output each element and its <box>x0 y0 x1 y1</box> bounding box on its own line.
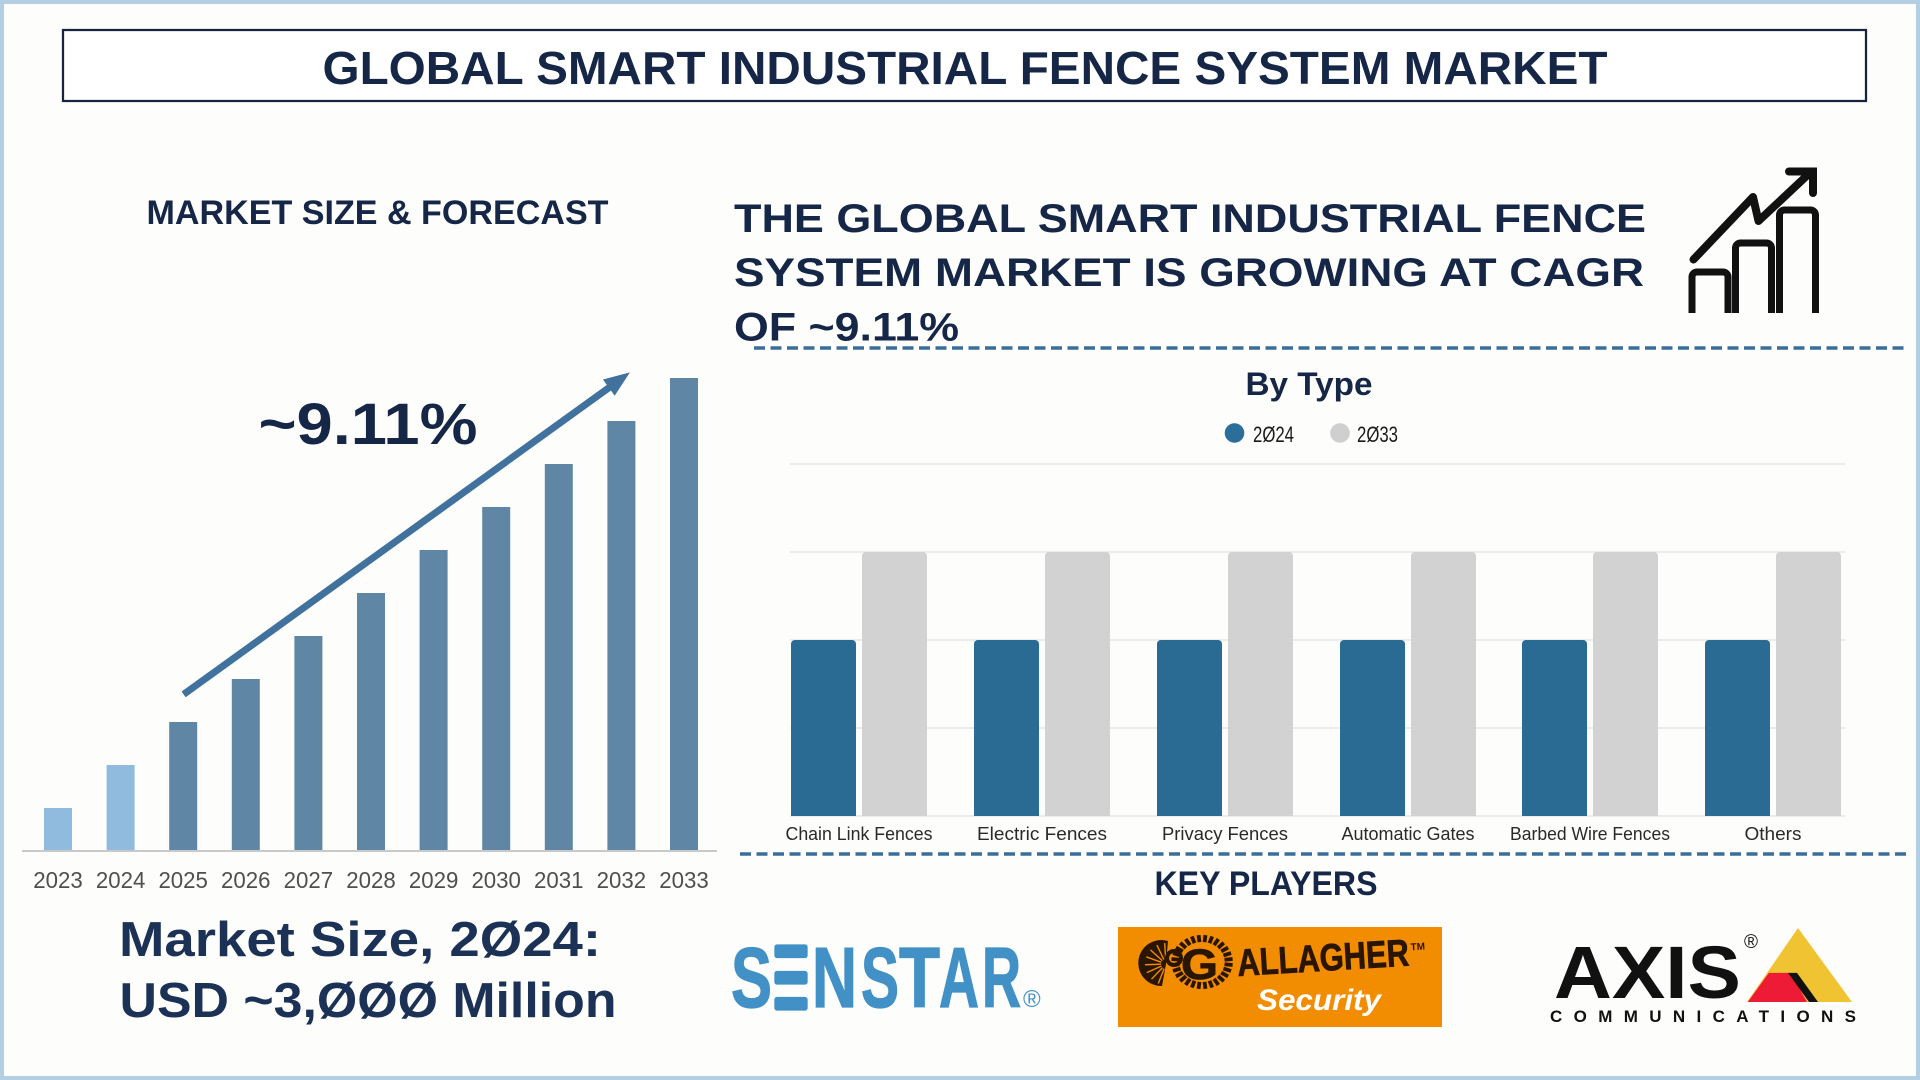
svg-text:THE GLOBAL SMART INDUSTRIAL FE: THE GLOBAL SMART INDUSTRIAL FENCE <box>734 197 1646 241</box>
svg-text:T: T <box>899 931 940 1026</box>
svg-text:By Type: By Type <box>1246 366 1373 402</box>
svg-text:2032: 2032 <box>597 867 647 893</box>
svg-text:2033: 2033 <box>659 867 709 893</box>
svg-text:2Ø24: 2Ø24 <box>1253 422 1294 447</box>
svg-text:Security: Security <box>1257 984 1382 1017</box>
svg-text:2025: 2025 <box>158 867 208 893</box>
svg-text:2026: 2026 <box>221 867 271 893</box>
svg-text:A: A <box>939 931 979 1026</box>
svg-text:2027: 2027 <box>284 867 334 893</box>
svg-text:N: N <box>812 931 857 1026</box>
svg-text:2030: 2030 <box>471 867 521 893</box>
svg-text:TM: TM <box>1410 942 1425 954</box>
svg-text:MARKET SIZE & FORECAST: MARKET SIZE & FORECAST <box>147 194 609 232</box>
svg-text:OF ~9.11%: OF ~9.11% <box>734 306 959 350</box>
svg-text:Others: Others <box>1745 823 1802 844</box>
svg-text:Privacy Fences: Privacy Fences <box>1162 823 1288 844</box>
svg-text:Electric Fences: Electric Fences <box>977 823 1107 844</box>
svg-text:R: R <box>982 931 1021 1026</box>
svg-text:S: S <box>861 931 899 1026</box>
svg-text:Chain Link Fences: Chain Link Fences <box>786 823 933 844</box>
svg-text:®: ® <box>1744 932 1758 953</box>
svg-text:S: S <box>731 931 772 1026</box>
svg-text:G: G <box>1181 941 1218 989</box>
svg-text:2023: 2023 <box>33 867 83 893</box>
svg-text:2031: 2031 <box>534 867 584 893</box>
svg-text:2024: 2024 <box>96 867 146 893</box>
svg-text:~9.11%: ~9.11% <box>259 392 478 457</box>
svg-text:2Ø33: 2Ø33 <box>1357 422 1398 447</box>
svg-text:Market Size, 2Ø24:: Market Size, 2Ø24: <box>119 913 601 967</box>
svg-text:GLOBAL SMART INDUSTRIAL FENCE: GLOBAL SMART INDUSTRIAL FENCE SYSTEM MAR… <box>323 42 1608 94</box>
svg-text:2028: 2028 <box>346 867 396 893</box>
svg-text:®: ® <box>1023 986 1041 1013</box>
svg-text:Automatic Gates: Automatic Gates <box>1342 823 1475 844</box>
svg-text:KEY PLAYERS: KEY PLAYERS <box>1155 865 1378 903</box>
svg-text:USD ~3,ØØØ Million: USD ~3,ØØØ Million <box>120 974 617 1028</box>
svg-text:SYSTEM MARKET IS GROWING AT CA: SYSTEM MARKET IS GROWING AT CAGR <box>734 251 1644 295</box>
svg-text:Barbed Wire Fences: Barbed Wire Fences <box>1510 823 1670 844</box>
svg-text:AXIS: AXIS <box>1554 931 1741 1014</box>
svg-text:2029: 2029 <box>409 867 459 893</box>
